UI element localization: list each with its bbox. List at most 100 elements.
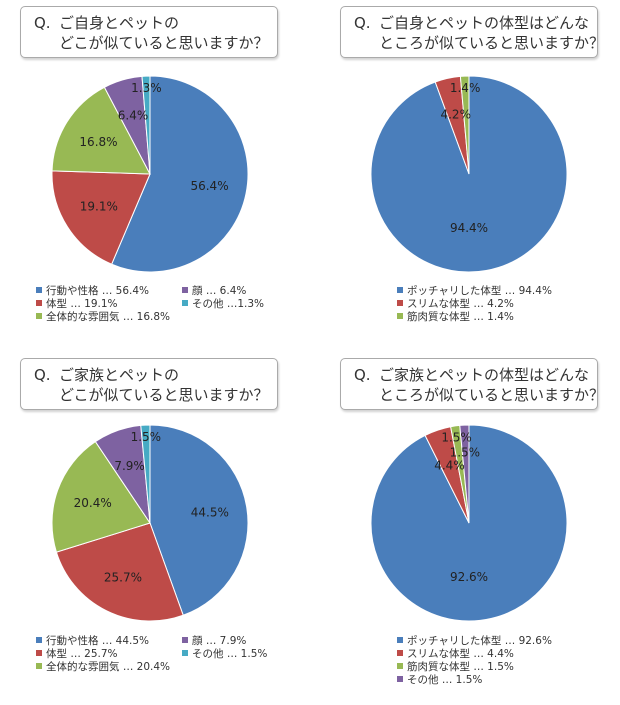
legend-swatch (36, 287, 42, 293)
legend-item: 体型 … 19.1% (36, 297, 118, 311)
legend-item: 顔 … 6.4% (182, 284, 246, 298)
legend-swatch (397, 663, 403, 669)
pie-chart: 94.4% 4.2% 1.4% (370, 75, 568, 273)
pie-slice-1 (51, 170, 151, 265)
slice-data-label-4: 1.5% (131, 430, 162, 444)
chart-panel-3: Q. ご家族とペットの どこが似ていると思いますか？ 44.5% 25.7% 20.… (0, 352, 300, 702)
slice-data-label-1: 25.7% (104, 570, 142, 584)
legend-item: ポッチャリした体型 … 94.4% (397, 284, 552, 298)
question-line-1: ご自身とペットの (59, 14, 180, 32)
slice-data-label-0: 56.4% (190, 179, 228, 193)
legend-label: 筋肉質な体型 … 1.5% (407, 661, 514, 673)
question-line-1: ご自身とペットの体型はどんな (379, 14, 590, 32)
pie-slice-2 (51, 440, 151, 553)
question-prefix: Q. (354, 366, 371, 384)
legend-swatch (36, 300, 42, 306)
pie-slice-2 (51, 86, 151, 175)
slice-data-label-4: 1.3% (131, 81, 162, 95)
legend-swatch (397, 676, 403, 682)
slice-data-label-3: 6.4% (118, 109, 149, 123)
chart-panel-2: Q. ご自身とペットの体型はどんな ところが似ていると思いますか？ 94.4% 4… (320, 0, 620, 350)
pie-slice-0 (110, 75, 249, 273)
slice-data-label-0: 44.5% (191, 506, 229, 520)
legend-item: 顔 … 7.9% (182, 634, 246, 648)
pie-slice-4 (141, 75, 151, 175)
legend-label: ポッチャリした体型 … 92.6% (407, 635, 552, 647)
legend-label: 顔 … 7.9% (192, 635, 247, 647)
question-line-2: ところが似ていると思いますか？ (379, 34, 605, 52)
pie-slice-2 (459, 75, 470, 175)
slice-data-label-0: 94.4% (450, 221, 488, 235)
legend-item: その他 …1.3% (182, 297, 264, 311)
legend-item: 行動や性格 … 44.5% (36, 634, 149, 648)
legend-swatch (397, 300, 403, 306)
chart-legend: ポッチャリした体型 … 92.6% スリムな体型 … 4.4% 筋肉質な体型 … 1… (397, 634, 617, 704)
slice-data-label-1: 19.1% (80, 200, 118, 214)
question-line-2: ところが似ていると思いますか？ (379, 386, 605, 404)
slice-data-label-3: 7.9% (114, 459, 145, 473)
question-prefix: Q. (34, 366, 51, 384)
pie-slice-1 (55, 522, 184, 622)
legend-label: スリムな体型 … 4.4% (407, 648, 514, 660)
slice-data-label-2: 20.4% (74, 496, 112, 510)
legend-label: 体型 … 25.7% (46, 648, 118, 660)
legend-item: スリムな体型 … 4.4% (397, 647, 514, 661)
legend-swatch (36, 663, 42, 669)
legend-item: 筋肉質な体型 … 1.4% (397, 310, 514, 324)
legend-swatch (397, 287, 403, 293)
question-box: Q. ご自身とペットの体型はどんな ところが似ていると思いますか？ (340, 6, 604, 58)
legend-swatch (397, 637, 403, 643)
chart-legend: 行動や性格 … 44.5% 体型 … 25.7% 全体的な雰囲気 … 20.4% 顔 … (36, 634, 296, 694)
legend-swatch (36, 637, 42, 643)
chart-panel-4: Q. ご家族とペットの体型はどんな ところが似ていると思いますか？ 92.6% 4… (320, 352, 620, 702)
pie-chart: 44.5% 25.7% 20.4% 7.9% 1.5% (51, 424, 249, 622)
slice-data-label-2: 1.5% (441, 431, 472, 445)
question-prefix: Q. (354, 14, 371, 32)
pie-slice-0 (149, 424, 249, 616)
legend-label: その他 … 1.5% (407, 674, 483, 686)
question-box: Q. ご自身とペットの どこが似ていると思いますか？ (20, 6, 278, 58)
pie-chart: 92.6%4.4%1.5%1.5% (370, 424, 568, 622)
legend-item: 体型 … 25.7% (36, 647, 118, 661)
legend-label: 顔 … 6.4% (192, 285, 247, 297)
legend-item: その他 … 1.5% (182, 647, 267, 661)
slice-data-label-1: 4.2% (440, 108, 471, 122)
question-line-2: どこが似ていると思いますか？ (59, 34, 269, 52)
legend-item: 行動や性格 … 56.4% (36, 284, 149, 298)
question-box: Q. ご家族とペットの どこが似ていると思いますか？ (20, 358, 278, 410)
legend-swatch (182, 300, 188, 306)
slice-data-label-3: 1.5% (450, 446, 481, 460)
legend-label: 全体的な雰囲気 … 16.8% (46, 311, 171, 323)
slice-data-label-2: 1.4% (450, 81, 481, 95)
chart-legend: 行動や性格 … 56.4% 体型 … 19.1% 全体的な雰囲気 … 16.8% 顔 … (36, 284, 296, 344)
legend-swatch (397, 650, 403, 656)
pie-chart: 56.4% 19.1% 16.8%6.4% 1.3% (51, 75, 249, 273)
legend-item: スリムな体型 … 4.2% (397, 297, 514, 311)
legend-item: ポッチャリした体型 … 92.6% (397, 634, 552, 648)
legend-item: 全体的な雰囲気 … 20.4% (36, 660, 170, 674)
question-prefix: Q. (34, 14, 51, 32)
legend-label: ポッチャリした体型 … 94.4% (407, 285, 552, 297)
legend-swatch (182, 287, 188, 293)
legend-label: 全体的な雰囲気 … 20.4% (46, 661, 171, 673)
legend-item: 全体的な雰囲気 … 16.8% (36, 310, 170, 324)
chart-panel-1: Q. ご自身とペットの どこが似ていると思いますか？ 56.4% 19.1% 16.… (0, 0, 300, 350)
pie-slice-4 (140, 424, 151, 524)
legend-label: 筋肉質な体型 … 1.4% (407, 311, 514, 323)
slice-data-label-2: 16.8% (79, 135, 117, 149)
slice-data-label-1: 4.4% (434, 458, 465, 472)
legend-item: 筋肉質な体型 … 1.5% (397, 660, 514, 674)
pie-slice-3 (459, 424, 470, 524)
legend-label: その他 …1.3% (192, 298, 265, 310)
legend-swatch (36, 650, 42, 656)
question-box: Q. ご家族とペットの体型はどんな ところが似ていると思いますか？ (340, 358, 604, 410)
legend-label: スリムな体型 … 4.2% (407, 298, 514, 310)
legend-label: 体型 … 19.1% (46, 298, 118, 310)
legend-swatch (182, 637, 188, 643)
legend-swatch (182, 650, 188, 656)
question-line-2: どこが似ていると思いますか？ (59, 386, 269, 404)
legend-label: 行動や性格 … 56.4% (46, 285, 150, 297)
chart-legend: ポッチャリした体型 … 94.4% スリムな体型 … 4.2% 筋肉質な体型 … 1… (397, 284, 617, 344)
question-line-1: ご家族とペットの (59, 366, 180, 384)
slice-data-label-0: 92.6% (450, 570, 488, 584)
